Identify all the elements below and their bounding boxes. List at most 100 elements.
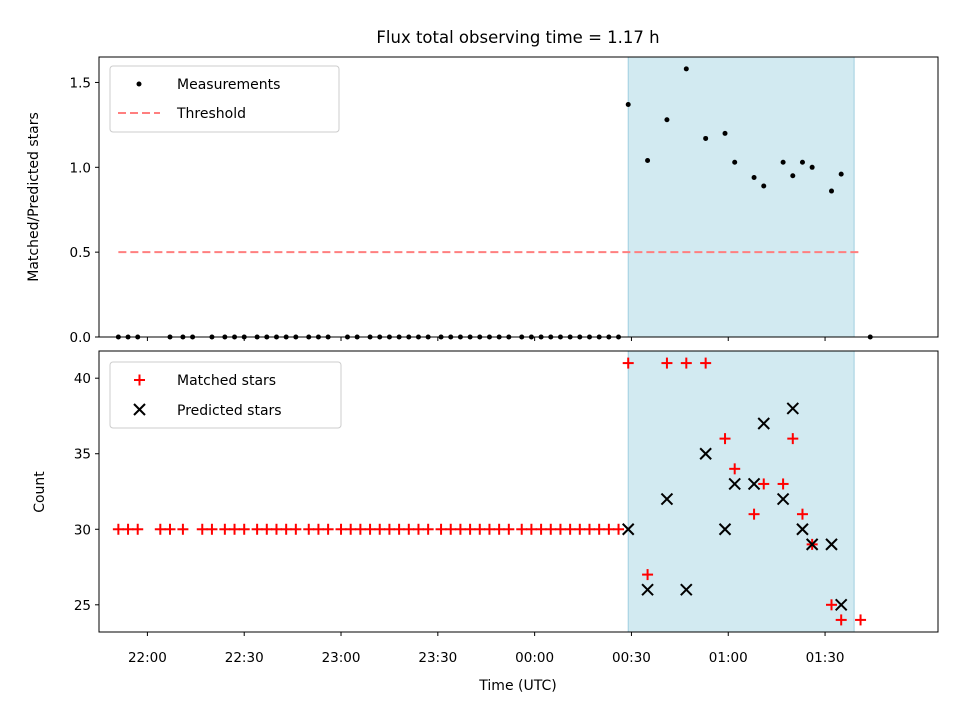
- matched-star-point: [680, 357, 692, 369]
- matched-star-point: [335, 523, 347, 535]
- matched-star-point: [303, 523, 315, 535]
- matched-star-point: [251, 523, 263, 535]
- legend-label-predicted: Predicted stars: [177, 403, 282, 419]
- matched-star-point: [758, 478, 770, 490]
- matched-star-point: [422, 523, 434, 535]
- matched-star-point: [280, 523, 292, 535]
- predicted-star-point: [718, 523, 732, 536]
- top-panel: 0.0 0.5 1.0 1.5 Flux total observing time =…: [26, 28, 939, 346]
- measurement-point: [809, 164, 815, 170]
- matched-star-point: [593, 523, 605, 535]
- matched-star-point: [545, 523, 557, 535]
- legend-label-measurements: Measurements: [177, 77, 280, 93]
- matched-star-point: [238, 523, 250, 535]
- matched-star-point: [393, 523, 405, 535]
- legend-marker-measurements: [136, 81, 142, 87]
- measurement-point: [780, 159, 786, 165]
- predicted-star-point: [699, 447, 712, 460]
- measurement-point: [761, 183, 767, 189]
- matched-star-point: [112, 523, 124, 535]
- predicted-star-point: [660, 492, 674, 506]
- matched-star-point: [642, 569, 654, 581]
- matched-star-point: [464, 523, 476, 535]
- measurement-point: [751, 174, 757, 180]
- measurement-point: [799, 159, 805, 165]
- predicted-star-point: [776, 492, 790, 506]
- matched-star-point: [574, 523, 586, 535]
- matched-star-point: [525, 523, 537, 535]
- top-y-axis-label: Matched/Predicted stars: [26, 112, 42, 282]
- matched-star-point: [403, 523, 415, 535]
- matched-star-point: [154, 523, 166, 535]
- measurement-point: [829, 188, 835, 194]
- matched-star-point: [826, 599, 838, 611]
- matched-star-point: [787, 433, 799, 445]
- matched-star-point: [312, 523, 324, 535]
- y-tick-label: 40: [74, 371, 91, 387]
- matched-star-point: [132, 523, 144, 535]
- matched-star-point: [564, 523, 576, 535]
- matched-star-point: [354, 523, 366, 535]
- bottom-y-axis-label: Count: [32, 471, 48, 513]
- measurement-point: [703, 135, 709, 141]
- matched-star-point: [261, 523, 273, 535]
- matched-star-point: [661, 357, 673, 369]
- matched-star-point: [412, 523, 424, 535]
- matched-star-point: [855, 614, 867, 626]
- predicted-star-point: [747, 477, 761, 491]
- measurement-point: [732, 159, 738, 165]
- predicted-star-point: [786, 402, 799, 415]
- x-tick-label: 22:30: [225, 650, 264, 666]
- observing-window-band: [627, 350, 855, 633]
- matched-star-point: [290, 523, 302, 535]
- bottom-x-axis-label: Time (UTC): [478, 678, 556, 694]
- y-tick-label: 1.5: [70, 75, 91, 91]
- matched-star-point: [535, 523, 547, 535]
- matched-star-point: [454, 523, 466, 535]
- observing-window-band: [627, 56, 855, 338]
- matched-star-point: [474, 523, 486, 535]
- matched-star-point: [719, 433, 731, 445]
- matched-star-point: [503, 523, 515, 535]
- matched-star-point: [583, 523, 595, 535]
- predicted-star-point: [834, 598, 848, 612]
- measurement-point: [722, 130, 728, 136]
- x-tick-label: 01:00: [709, 650, 748, 666]
- y-tick-label: 1.0: [70, 160, 91, 176]
- measurement-point: [625, 102, 631, 108]
- matched-star-point: [603, 523, 615, 535]
- matched-star-point: [383, 523, 395, 535]
- matched-star-point: [206, 523, 218, 535]
- matched-star-point: [219, 523, 231, 535]
- matched-star-point: [835, 614, 847, 626]
- measurement-point: [790, 173, 796, 179]
- matched-star-point: [229, 523, 241, 535]
- bottom-axes-frame: [98, 350, 939, 633]
- y-tick-label: 30: [74, 522, 91, 538]
- y-tick-label: 25: [74, 598, 91, 614]
- measurement-point: [838, 171, 844, 177]
- predicted-star-point: [641, 583, 654, 596]
- x-tick-label: 00:30: [612, 650, 651, 666]
- matched-star-point: [796, 508, 808, 520]
- matched-star-point: [493, 523, 505, 535]
- matched-star-point: [435, 523, 447, 535]
- matched-star-point: [554, 523, 566, 535]
- legend-marker-predicted: [133, 403, 146, 416]
- matched-star-point: [777, 478, 789, 490]
- matched-star-point: [516, 523, 528, 535]
- matched-star-point: [748, 508, 760, 520]
- predicted-star-point: [757, 417, 770, 430]
- measurement-point: [664, 117, 670, 123]
- matched-star-point: [374, 523, 386, 535]
- legend-label-matched: Matched stars: [177, 373, 276, 389]
- predicted-star-point: [680, 583, 693, 596]
- measurement-point: [683, 66, 689, 72]
- predicted-star-point: [728, 477, 741, 491]
- matched-star-point: [613, 523, 625, 535]
- x-tick-label: 00:00: [515, 650, 554, 666]
- matched-star-point: [700, 357, 712, 369]
- matched-star-point: [364, 523, 376, 535]
- top-legend: Measurements Threshold: [109, 65, 340, 133]
